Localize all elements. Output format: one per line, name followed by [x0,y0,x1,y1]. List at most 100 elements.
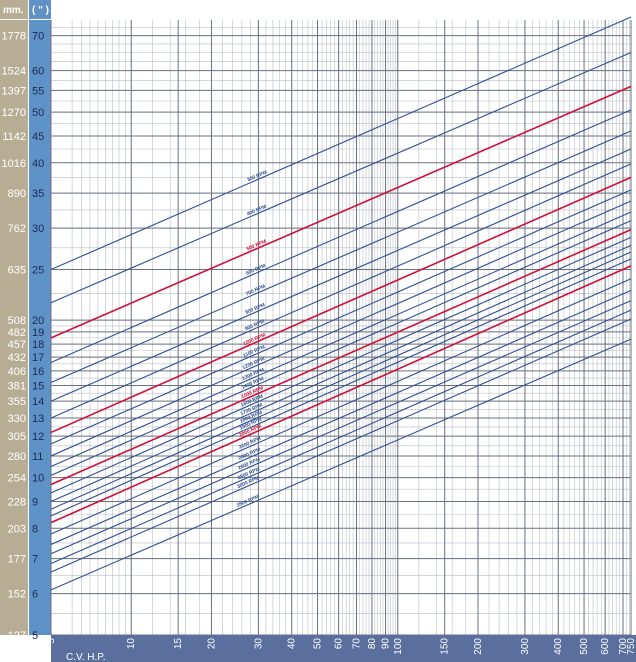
y-tick-mm-label: 457 [8,339,26,351]
y-tick-inch-label: 45 [32,131,44,143]
header-mm-label: mm. [3,5,24,16]
y-tick-mm-label: 508 [8,315,26,327]
series-line [50,318,632,573]
x-tick-label: 150 [440,638,451,655]
header-mm-bg [0,0,28,19]
series-line [50,51,632,304]
y-tick-inch-label: 20 [32,315,44,327]
x-tick-label: 20 [206,638,217,650]
y-tick-mm-label: 406 [8,366,26,378]
x-tick-label: 100 [393,638,404,655]
x-tick-label: 90 [381,638,392,650]
y-tick-inch-label: 16 [32,366,44,378]
y-tick-mm-label: 280 [8,451,26,463]
series-line [50,211,632,468]
x-tick-label: 80 [367,638,378,650]
y-tick-inch-label: 12 [32,431,44,443]
series-line [50,244,632,503]
y-tick-inch-label: 9 [32,497,38,509]
plot-area [51,20,631,635]
y-tick-inch-label: 55 [32,85,44,97]
y-tick-mm-label: 355 [8,396,26,408]
y-tick-inch-label: 7 [32,554,38,566]
y-tick-inch-label: 10 [32,473,44,485]
y-tick-inch-label: 17 [32,352,44,364]
y-tick-inch-label: 18 [32,339,44,351]
x-tick-label: 600 [600,638,611,655]
y-tick-mm-label: 1397 [2,85,26,97]
series-line [50,251,632,510]
x-axis-label: C.V. H.P. [66,652,105,662]
y-tick-mm-label: 432 [8,352,26,364]
series-line [50,163,632,419]
y-axis-mm-ticks: 127 152 177 203 228 254 280 305 330 355 381 406 4324… [2,31,26,642]
y-tick-mm-label: 635 [8,264,26,276]
series-line [50,109,632,363]
series-line [50,228,632,486]
x-tick-label: 50 [313,638,324,650]
y-tick-mm-label: 152 [8,589,26,601]
y-tick-mm-label: 1142 [2,131,26,143]
x-tick-label: 5 [46,638,57,644]
x-tick-label: 30 [253,638,264,650]
y-tick-inch-label: 60 [32,66,44,78]
y-tick-inch-label: 70 [32,31,44,43]
y-tick-inch-label: 6 [32,589,38,601]
series-lines [50,16,632,591]
x-tick-label: 700 [618,638,629,655]
y-tick-mm-label: 254 [8,473,26,485]
x-tick-label: 400 [553,638,564,655]
x-tick-label: 10 [126,638,137,650]
inch-axis-column [29,20,51,635]
x-tick-label: 300 [520,638,531,655]
y-tick-mm-label: 330 [8,413,26,425]
x-axis-ticks: 5 10 15 20 30 40 50 60 70 80 90 100 150 200 300 400 500 6… [46,638,636,655]
x-tick-label: 500 [579,638,590,655]
x-axis-band [51,635,636,662]
y-tick-mm-label: 1524 [2,66,26,78]
y-tick-mm-label: 381 [8,381,26,393]
series-line [50,85,632,339]
x-tick-label: 750 [626,638,636,655]
header-in-label: ( " ) [32,5,49,16]
header-in-bg [29,0,51,19]
y-tick-inch-label: 25 [32,264,44,276]
y-tick-inch-label: 5 [32,630,38,642]
y-tick-inch-label: 50 [32,107,44,119]
series-line [50,278,632,535]
series-line [50,338,632,591]
mm-axis-column [0,20,28,635]
series-line [50,258,632,517]
x-tick-label: 200 [473,638,484,655]
y-tick-mm-label: 1270 [2,107,26,119]
series-line [50,309,632,565]
y-tick-mm-label: 1778 [2,31,26,43]
series-line [50,176,632,434]
y-tick-mm-label: 228 [8,497,26,509]
y-tick-mm-label: 762 [8,223,26,235]
series-line [50,130,632,384]
series-line [50,16,632,270]
y-tick-mm-label: 890 [8,188,26,200]
x-tick-label: 40 [287,638,298,650]
y-tick-mm-label: 177 [8,554,26,566]
y-tick-mm-label: 127 [8,630,26,642]
header: mm. ( " ) [0,0,51,19]
x-tick-label: 60 [334,638,345,650]
series-line [50,289,632,545]
series-line [50,189,632,445]
y-tick-inch-label: 30 [32,223,44,235]
y-tick-inch-label: 35 [32,188,44,200]
y-tick-inch-label: 19 [32,327,44,339]
y-tick-mm-label: 305 [8,431,26,443]
y-tick-inch-label: 13 [32,413,44,425]
y-tick-mm-label: 203 [8,523,26,535]
y-tick-inch-label: 15 [32,381,44,393]
y-tick-inch-label: 11 [32,451,43,463]
x-tick-label: 70 [351,638,362,650]
y-tick-mm-label: 1016 [2,158,26,170]
series-line [50,148,632,402]
series-line [50,236,632,494]
